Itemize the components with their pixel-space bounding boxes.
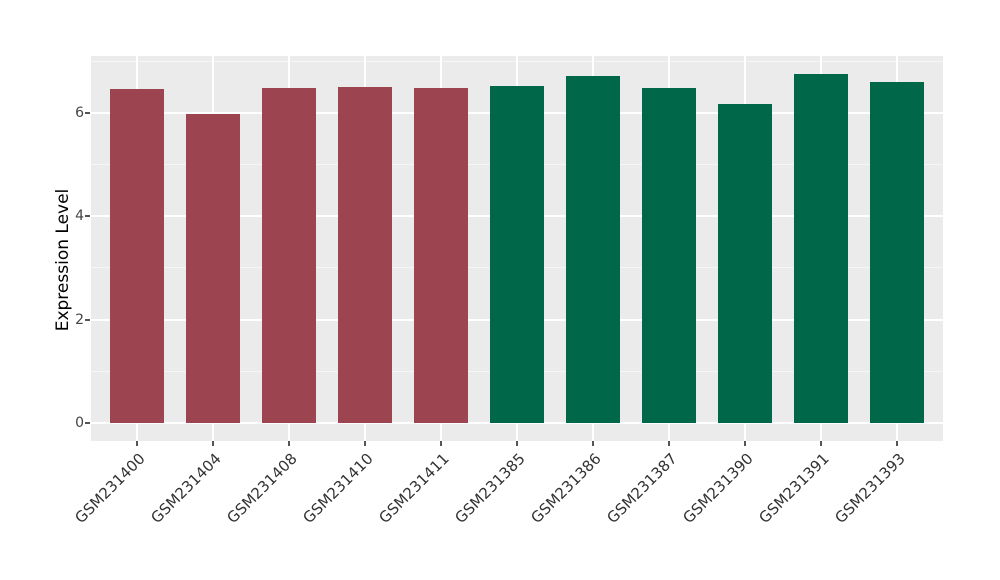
x-tick-mark bbox=[440, 441, 442, 446]
bar-GSM231385 bbox=[490, 86, 544, 423]
x-tick-mark bbox=[136, 441, 138, 446]
bar-GSM231410 bbox=[338, 87, 392, 423]
x-tick-mark bbox=[668, 441, 670, 446]
x-tick-label: GSM231385 bbox=[451, 449, 529, 527]
bar-GSM231390 bbox=[718, 104, 772, 423]
bar-GSM231391 bbox=[794, 73, 848, 423]
x-tick-mark bbox=[820, 441, 822, 446]
bar-GSM231404 bbox=[186, 114, 240, 423]
y-tick-label: 0 bbox=[75, 415, 84, 431]
y-axis-title: Expression Level bbox=[53, 188, 73, 332]
bar-GSM231400 bbox=[110, 88, 164, 423]
x-tick-mark bbox=[744, 441, 746, 446]
x-tick-label: GSM231404 bbox=[147, 449, 225, 527]
x-tick-mark bbox=[516, 441, 518, 446]
x-tick-mark bbox=[288, 441, 290, 446]
x-tick-mark bbox=[592, 441, 594, 446]
x-tick-mark bbox=[364, 441, 366, 446]
y-tick-mark bbox=[85, 318, 90, 321]
bar-GSM231408 bbox=[262, 87, 316, 423]
plot-area bbox=[91, 56, 943, 441]
x-tick-label: GSM231391 bbox=[755, 449, 833, 527]
bar-GSM231411 bbox=[414, 87, 468, 423]
x-tick-label: GSM231408 bbox=[223, 449, 301, 527]
x-tick-label: GSM231410 bbox=[299, 449, 377, 527]
y-tick-mark bbox=[85, 215, 90, 218]
bar-GSM231386 bbox=[566, 76, 620, 423]
x-tick-label: GSM231393 bbox=[831, 449, 909, 527]
bar-GSM231393 bbox=[870, 81, 924, 423]
y-tick-mark bbox=[85, 111, 90, 114]
x-tick-mark bbox=[896, 441, 898, 446]
x-tick-label: GSM231387 bbox=[603, 449, 681, 527]
bar-GSM231387 bbox=[642, 87, 696, 423]
x-tick-mark bbox=[212, 441, 214, 446]
x-tick-label: GSM231411 bbox=[375, 449, 453, 527]
y-tick-label: 4 bbox=[75, 208, 84, 225]
x-tick-label: GSM231400 bbox=[71, 449, 149, 527]
y-tick-mark bbox=[85, 422, 90, 424]
y-tick-label: 6 bbox=[75, 104, 84, 121]
y-tick-label: 2 bbox=[75, 311, 84, 328]
x-tick-label: GSM231386 bbox=[527, 449, 605, 527]
x-tick-label: GSM231390 bbox=[679, 449, 757, 527]
